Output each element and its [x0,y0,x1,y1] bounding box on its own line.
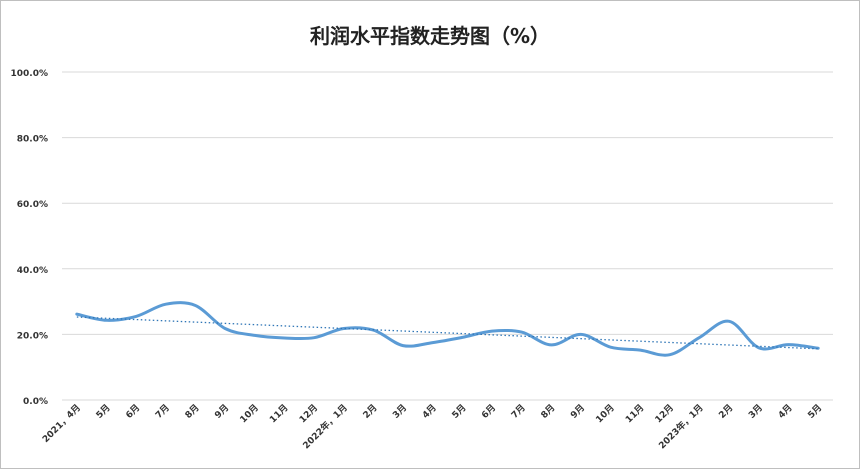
x-tick-label: 6月 [124,402,143,421]
gridlines [62,71,833,401]
x-tick-label: 4月 [776,402,795,421]
y-tick-label: 80.0% [17,135,48,145]
x-tick-label: 9月 [213,402,232,421]
x-tick-label: 9月 [568,402,587,421]
series-line [75,301,820,357]
x-tick-label: 8月 [183,402,202,421]
x-tick-label: 6月 [480,402,499,421]
y-tick-label: 0.0% [23,397,48,407]
x-tick-label: 12月 [653,402,676,425]
x-tick-label: 5月 [450,402,469,421]
x-tick-label: 2月 [717,402,736,421]
y-axis-tick-labels: 0.0% 20.0% 40.0% 60.0% 80.0% 100.0% [11,69,49,407]
x-tick-label: 5月 [806,402,825,421]
x-tick-label: 5月 [94,402,113,421]
x-tick-label: 2021，4月 [40,402,83,445]
x-tick-label: 7月 [509,402,528,421]
x-tick-label: 10月 [594,402,617,425]
x-tick-label: 3月 [746,402,765,421]
series-group [75,301,820,357]
x-tick-label: 8月 [539,402,558,421]
y-tick-label: 100.0% [11,69,49,79]
x-tick-label: 11月 [623,402,646,425]
x-tick-label: 12月 [297,402,320,425]
chart-title: 利润水平指数走势图（%） [309,24,551,48]
x-tick-label: 10月 [238,402,261,425]
y-tick-label: 40.0% [17,266,48,276]
y-tick-label: 20.0% [17,331,48,341]
x-tick-label: 7月 [153,402,172,421]
y-tick-label: 60.0% [17,200,48,210]
x-tick-label: 11月 [268,402,291,425]
x-tick-label: 2月 [361,402,380,421]
x-tick-label: 3月 [391,402,410,421]
x-tick-label: 4月 [420,402,439,421]
